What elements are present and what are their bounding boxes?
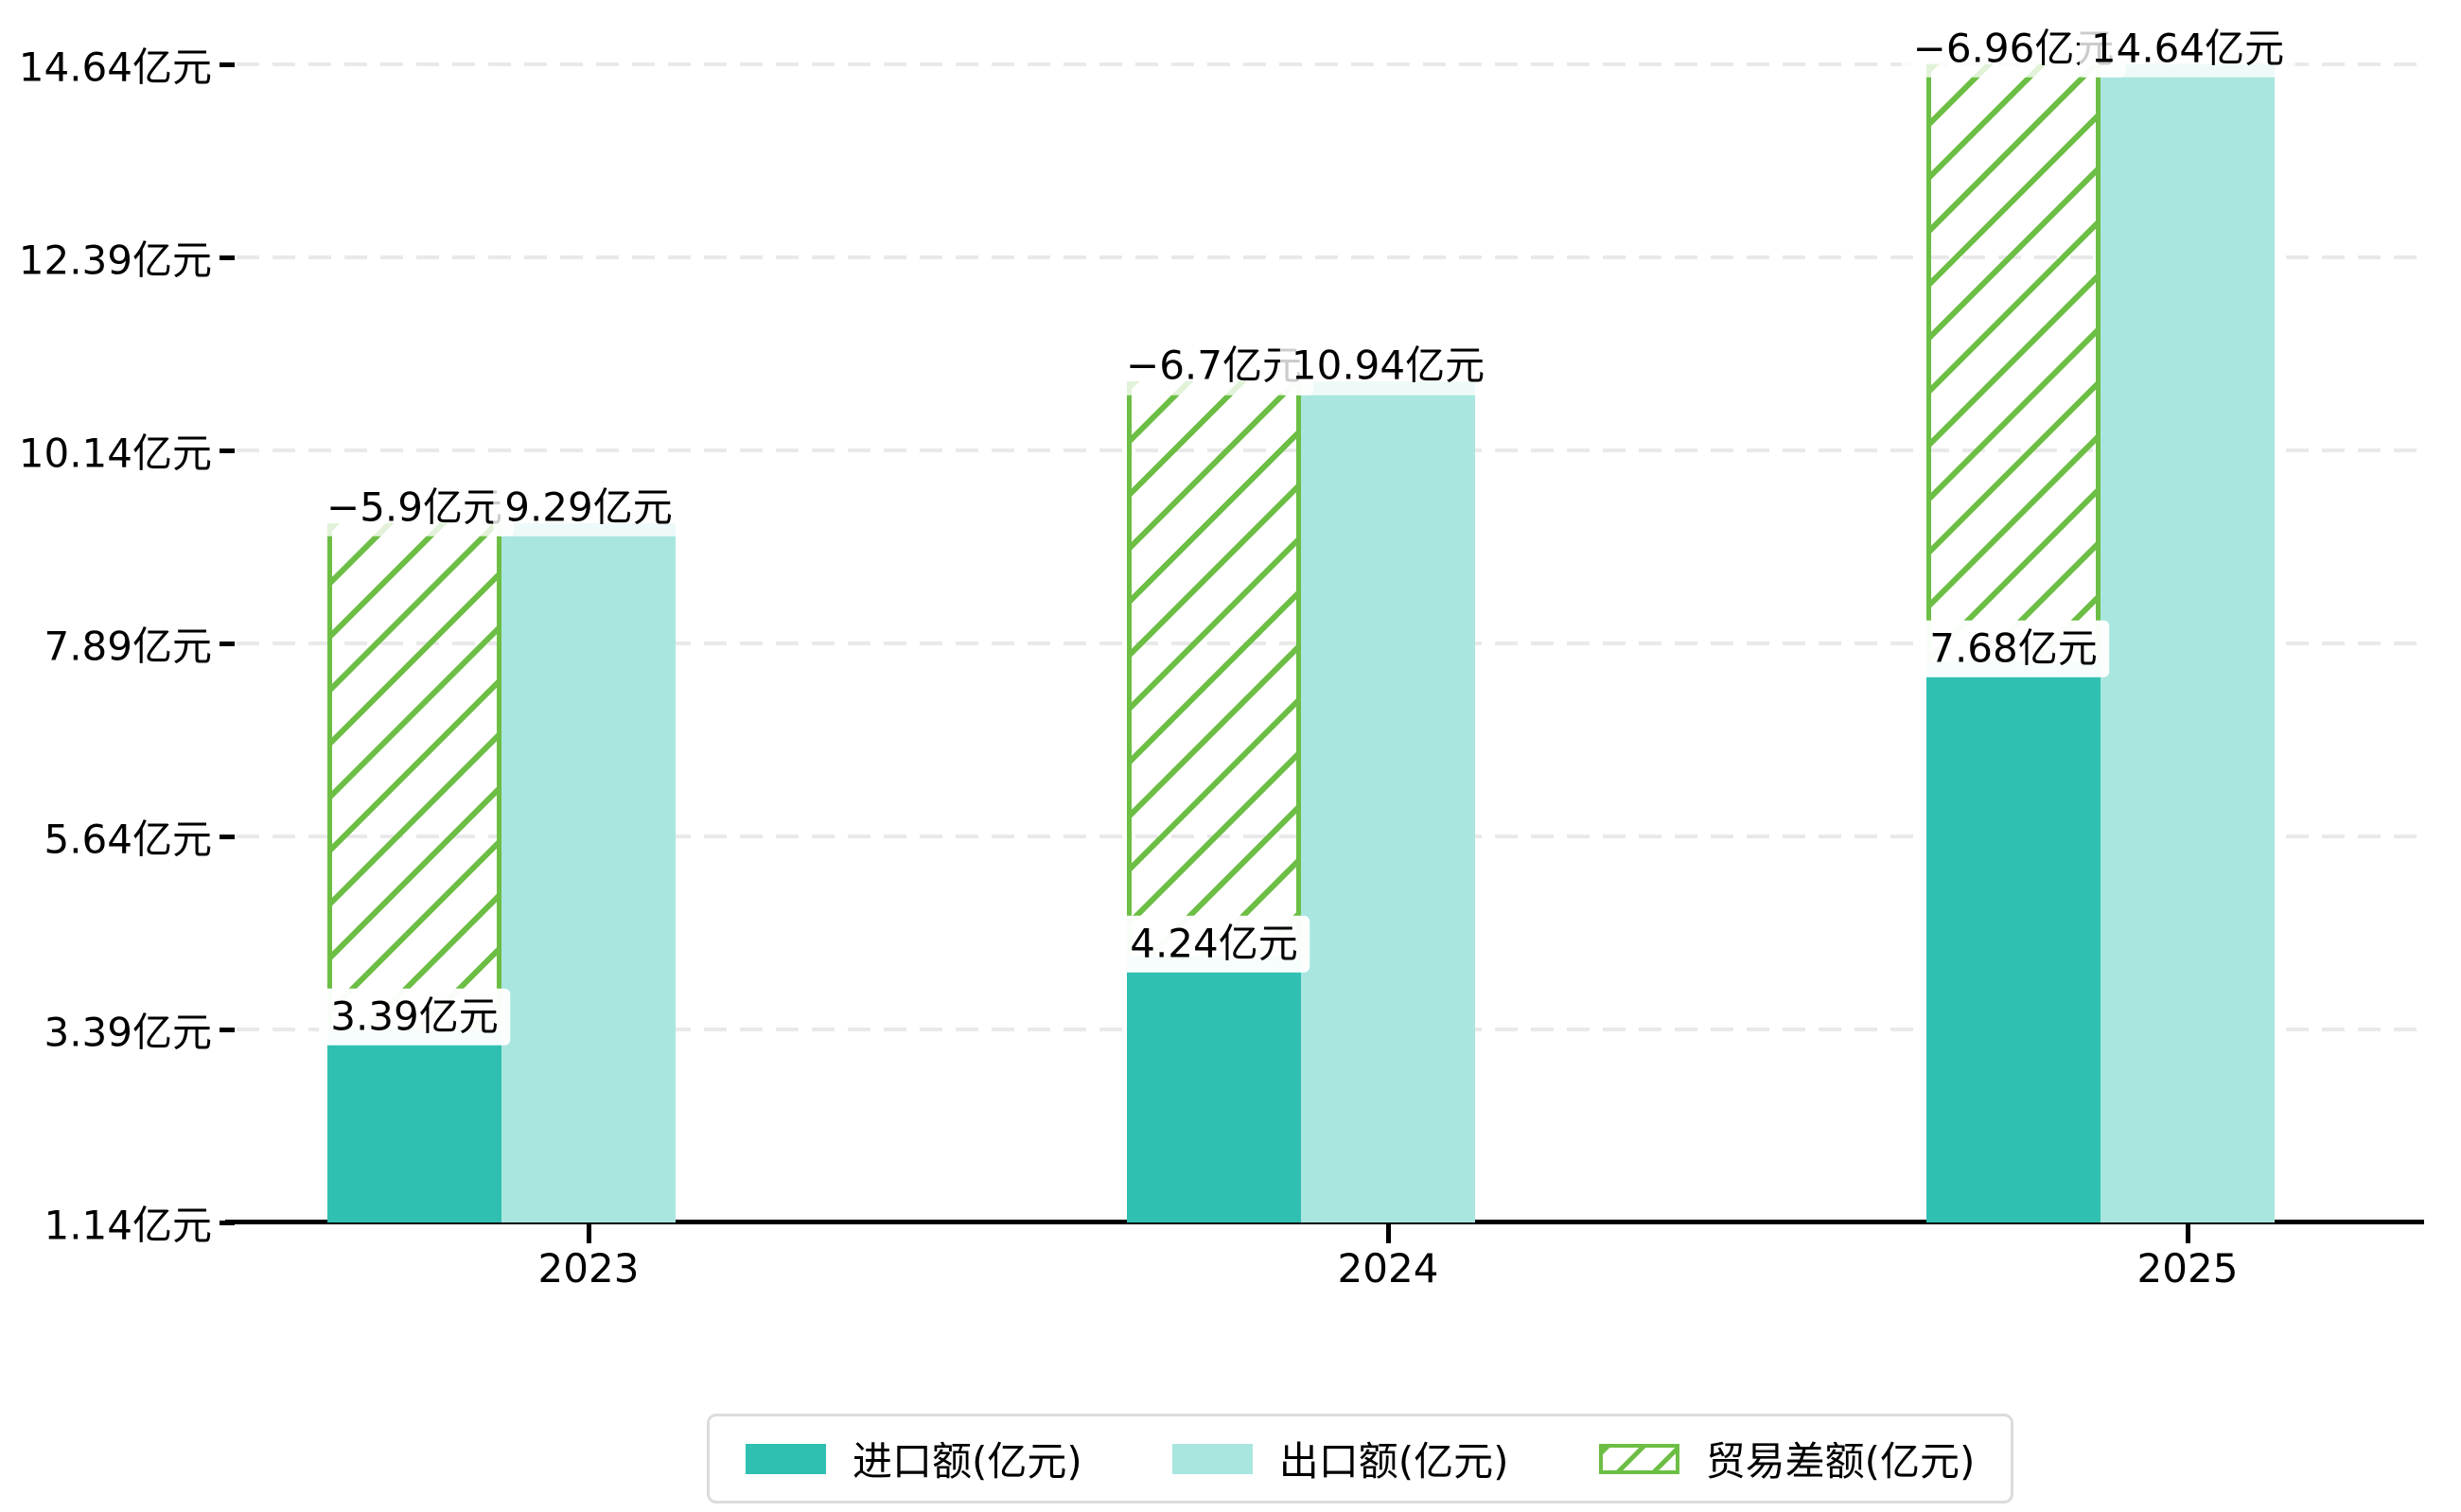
bar-import-2025 — [1926, 661, 2101, 1222]
legend-label: 出口额(亿元) — [1278, 1438, 1509, 1485]
y-axis-tick — [220, 448, 235, 453]
y-axis-label: 10.14亿元 — [18, 430, 212, 477]
legend-item-1: 出口额(亿元) — [1171, 1430, 1509, 1487]
bar-export-2024 — [1301, 381, 1475, 1222]
bar-trade-balance-2024 — [1127, 381, 1301, 957]
value-label-export-2024: 10.94亿元 — [1279, 338, 1497, 396]
y-axis-tick — [220, 1221, 235, 1225]
y-axis-label: 1.14亿元 — [44, 1202, 212, 1249]
legend-label: 进口额(亿元) — [853, 1438, 1082, 1485]
bar-trade-balance-2025 — [1926, 64, 2101, 662]
y-axis-label: 3.39亿元 — [44, 1009, 212, 1056]
y-axis-label: 7.89亿元 — [44, 623, 212, 670]
legend-swatch — [746, 1443, 826, 1474]
legend-item-2: 贸易差额(亿元) — [1598, 1430, 1976, 1487]
y-axis-tick — [220, 642, 235, 646]
value-label-balance-2023: −5.9亿元 — [315, 479, 514, 537]
bar-trade-balance-2023 — [327, 523, 501, 1029]
legend: 进口额(亿元) 出口额(亿元) 贸易差额(亿元) — [707, 1414, 2014, 1503]
y-axis-tick — [220, 1028, 235, 1032]
y-axis-label: 5.64亿元 — [44, 816, 212, 863]
y-axis-tick — [220, 255, 235, 260]
gridline — [237, 62, 2422, 66]
value-label-import-2023: 3.39亿元 — [319, 988, 510, 1046]
bar-export-2023 — [501, 523, 676, 1222]
y-axis-label: 14.64亿元 — [18, 44, 212, 91]
x-axis-tick — [587, 1224, 591, 1243]
legend-swatch-hatched — [1598, 1443, 1679, 1474]
x-axis-tick — [1386, 1224, 1391, 1243]
x-axis-label-2024: 2024 — [1337, 1245, 1439, 1292]
legend-label: 贸易差额(亿元) — [1705, 1438, 1976, 1485]
bar-export-2025 — [2101, 64, 2275, 1222]
x-axis-tick — [2186, 1224, 2190, 1243]
legend-item-0: 进口额(亿元) — [746, 1430, 1082, 1487]
bar-import-2024 — [1127, 956, 1301, 1222]
y-axis-tick — [220, 62, 235, 67]
x-axis-label-2023: 2023 — [537, 1245, 640, 1292]
bar-import-2023 — [327, 1029, 501, 1222]
x-axis-label-2025: 2025 — [2136, 1245, 2239, 1292]
value-label-export-2023: 9.29亿元 — [493, 479, 684, 537]
y-axis-tick — [220, 835, 235, 839]
value-label-export-2025: 14.64亿元 — [2079, 20, 2296, 78]
value-label-import-2024: 4.24亿元 — [1118, 915, 1310, 973]
y-axis-label: 12.39亿元 — [18, 237, 212, 284]
legend-swatch — [1171, 1443, 1253, 1474]
value-label-import-2025: 7.68亿元 — [1918, 620, 2109, 678]
gridline — [237, 255, 2422, 259]
